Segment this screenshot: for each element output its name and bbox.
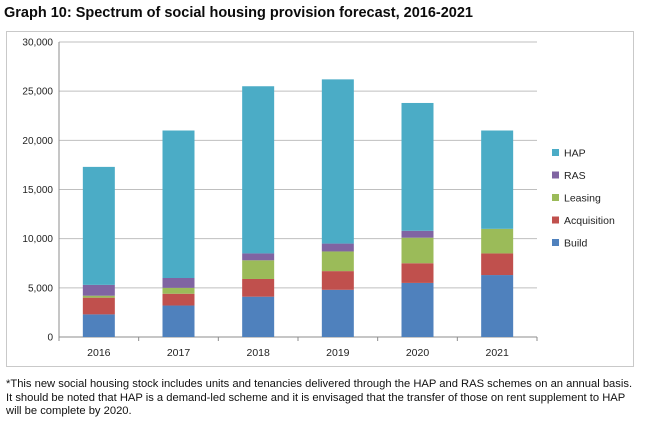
bar-segment-acquisition-2016 <box>82 297 115 315</box>
bar-segment-build-2016 <box>82 314 115 337</box>
legend-label-ras: RAS <box>564 170 586 182</box>
legend-swatch-build <box>552 239 559 246</box>
chart-title: Graph 10: Spectrum of social housing pro… <box>4 5 473 21</box>
bar-segment-leasing-2021 <box>481 228 514 254</box>
x-tick-label: 2021 <box>485 347 509 359</box>
bar-segment-leasing-2020 <box>401 237 434 264</box>
bar-segment-ras-2020 <box>401 230 434 238</box>
legend-label-hap: HAP <box>564 148 586 160</box>
bar-segment-hap-2016 <box>82 166 115 285</box>
legend-label-leasing: Leasing <box>564 193 601 205</box>
bar-segment-ras-2018 <box>242 253 275 261</box>
legend-swatch-leasing <box>552 194 559 201</box>
bar-segment-build-2020 <box>401 282 434 337</box>
bar-segment-hap-2017 <box>162 130 195 278</box>
bar-segment-ras-2016 <box>82 284 115 296</box>
legend-label-acquisition: Acquisition <box>564 215 615 227</box>
bar-segment-ras-2017 <box>162 278 195 288</box>
x-tick-label: 2020 <box>406 347 430 359</box>
bar-segment-ras-2019 <box>321 243 354 252</box>
footnote: *This new social housing stock includes … <box>6 378 633 417</box>
bar-segment-acquisition-2017 <box>162 293 195 306</box>
y-tick-label: 20,000 <box>22 136 53 147</box>
legend-swatch-hap <box>552 149 559 156</box>
bar-segment-hap-2021 <box>481 130 514 229</box>
x-tick-label: 2019 <box>326 347 350 359</box>
bar-segment-hap-2018 <box>242 86 275 254</box>
bar-segment-leasing-2018 <box>242 260 275 279</box>
stacked-bar-chart: 0 5,000 10,000 15,000 20,000 25,000 30,000 2016… <box>22 38 615 360</box>
legend-label-build: Build <box>564 238 588 250</box>
bar-segment-acquisition-2020 <box>401 263 434 283</box>
bar-segment-build-2021 <box>481 275 514 337</box>
bar-segment-build-2018 <box>242 296 275 337</box>
bar-segment-build-2017 <box>162 305 195 337</box>
bar-segment-build-2019 <box>321 289 354 337</box>
x-tick-label: 2016 <box>87 347 111 359</box>
bar-segment-acquisition-2021 <box>481 253 514 276</box>
x-tick-label: 2017 <box>167 347 191 359</box>
bar-segment-hap-2019 <box>321 79 354 244</box>
legend-swatch-acquisition <box>552 216 559 224</box>
bar-segment-leasing-2016 <box>82 295 115 298</box>
y-tick-label: 30,000 <box>22 38 53 49</box>
bar-segment-acquisition-2019 <box>321 271 354 290</box>
bar-segment-acquisition-2018 <box>242 278 275 297</box>
x-tick-label: 2018 <box>246 347 270 359</box>
legend-swatch-ras <box>552 171 559 179</box>
y-tick-label: 25,000 <box>22 87 53 98</box>
y-tick-label: 10,000 <box>22 234 53 245</box>
bar-segment-leasing-2017 <box>162 287 195 294</box>
y-tick-label: 15,000 <box>22 185 53 196</box>
bar-segment-leasing-2019 <box>321 251 354 272</box>
chart-frame: 0 5,000 10,000 15,000 20,000 25,000 30,000 2016… <box>6 31 634 367</box>
y-tick-label: 5,000 <box>28 283 53 294</box>
bar-segment-hap-2020 <box>401 102 434 231</box>
y-tick-label: 0 <box>47 333 53 344</box>
